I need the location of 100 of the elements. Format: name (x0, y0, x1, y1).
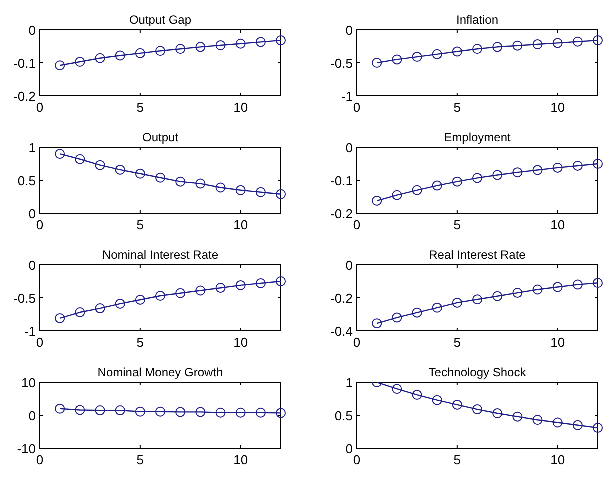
y-tick-label: -10 (17, 442, 36, 456)
x-tick-label: 5 (454, 100, 462, 115)
point (95, 160, 106, 170)
x-tick-label: 5 (454, 452, 462, 468)
point (552, 162, 563, 173)
y-tick-label: 0 (28, 408, 36, 424)
point (472, 294, 482, 305)
point (176, 44, 186, 54)
y-tick-label: -0.1 (14, 56, 36, 71)
point (552, 38, 563, 48)
point (372, 196, 382, 206)
point (236, 280, 246, 290)
point (432, 180, 442, 191)
point (452, 400, 462, 410)
x-tick-label: 10 (234, 218, 248, 232)
y-tick-label: -0.1 (330, 174, 353, 188)
y-tick-label: 10 (22, 376, 36, 390)
point (532, 40, 543, 50)
point (55, 60, 66, 71)
point (492, 291, 503, 302)
point (432, 49, 442, 60)
point (115, 50, 126, 61)
point (512, 288, 523, 298)
point (95, 53, 106, 64)
point (492, 408, 503, 419)
x-tick-label: 5 (454, 335, 462, 350)
y-tick-label: 0 (28, 23, 36, 38)
point (572, 280, 583, 290)
chart-title: Output Gap (129, 13, 192, 27)
point (552, 418, 563, 428)
point (95, 304, 106, 314)
point (276, 276, 286, 286)
y-tick-label: 0 (28, 258, 36, 273)
point (572, 36, 583, 47)
x-tick-label: 10 (550, 100, 566, 115)
point (216, 182, 226, 193)
point (135, 294, 146, 305)
point (412, 185, 422, 196)
point (392, 312, 402, 323)
point (432, 395, 442, 406)
x-tick-label: 5 (136, 452, 144, 468)
x-tick-label: 10 (550, 452, 566, 468)
point (216, 40, 226, 51)
point (196, 286, 206, 296)
point (196, 42, 206, 52)
point (216, 283, 226, 294)
x-tick-label: 10 (234, 335, 248, 350)
point (532, 165, 543, 176)
point (532, 415, 543, 426)
point (492, 170, 503, 180)
point (593, 159, 603, 169)
chart-title: Nominal Interest Rate (102, 248, 219, 262)
x-tick-label: 5 (136, 335, 144, 350)
y-tick-label: -1 (341, 89, 353, 104)
point (593, 278, 603, 288)
point (256, 187, 266, 198)
y-tick-label: -0.2 (330, 291, 353, 306)
point (472, 44, 482, 54)
point (572, 420, 583, 430)
y-tick-label: 0.5 (18, 174, 36, 188)
x-tick-label: 10 (234, 100, 248, 115)
point (472, 404, 482, 415)
point (75, 154, 86, 164)
point (176, 288, 186, 298)
point (176, 176, 186, 187)
point (412, 390, 422, 400)
y-tick-label: -0.5 (14, 291, 36, 306)
y-tick-label: 0 (346, 23, 353, 38)
point (135, 168, 146, 179)
point (276, 189, 286, 200)
point (75, 57, 86, 68)
point (593, 423, 603, 434)
point (392, 190, 402, 200)
point (512, 40, 523, 51)
point (452, 46, 462, 57)
y-tick-label: 0 (346, 442, 353, 456)
point (572, 160, 583, 171)
point (512, 412, 523, 422)
point (276, 36, 286, 46)
y-tick-label: -0.5 (330, 56, 353, 71)
point (196, 178, 206, 189)
point (412, 52, 422, 62)
point (552, 282, 563, 292)
point (115, 164, 126, 175)
point (412, 308, 422, 318)
chart-title: Technology Shock (428, 366, 528, 380)
point (156, 46, 166, 56)
x-tick-label: 5 (454, 218, 462, 232)
chart-title: Nominal Money Growth (98, 366, 224, 380)
chart-title: Real Interest Rate (429, 248, 526, 262)
point (55, 313, 66, 324)
point (392, 384, 402, 394)
point (532, 284, 543, 295)
y-tick-label: 1 (346, 376, 353, 390)
point (135, 48, 146, 58)
y-tick-label: -0.2 (14, 89, 36, 104)
x-tick-label: 10 (550, 335, 566, 350)
point (452, 176, 462, 187)
x-tick-label: 10 (550, 218, 566, 232)
point (432, 302, 442, 313)
